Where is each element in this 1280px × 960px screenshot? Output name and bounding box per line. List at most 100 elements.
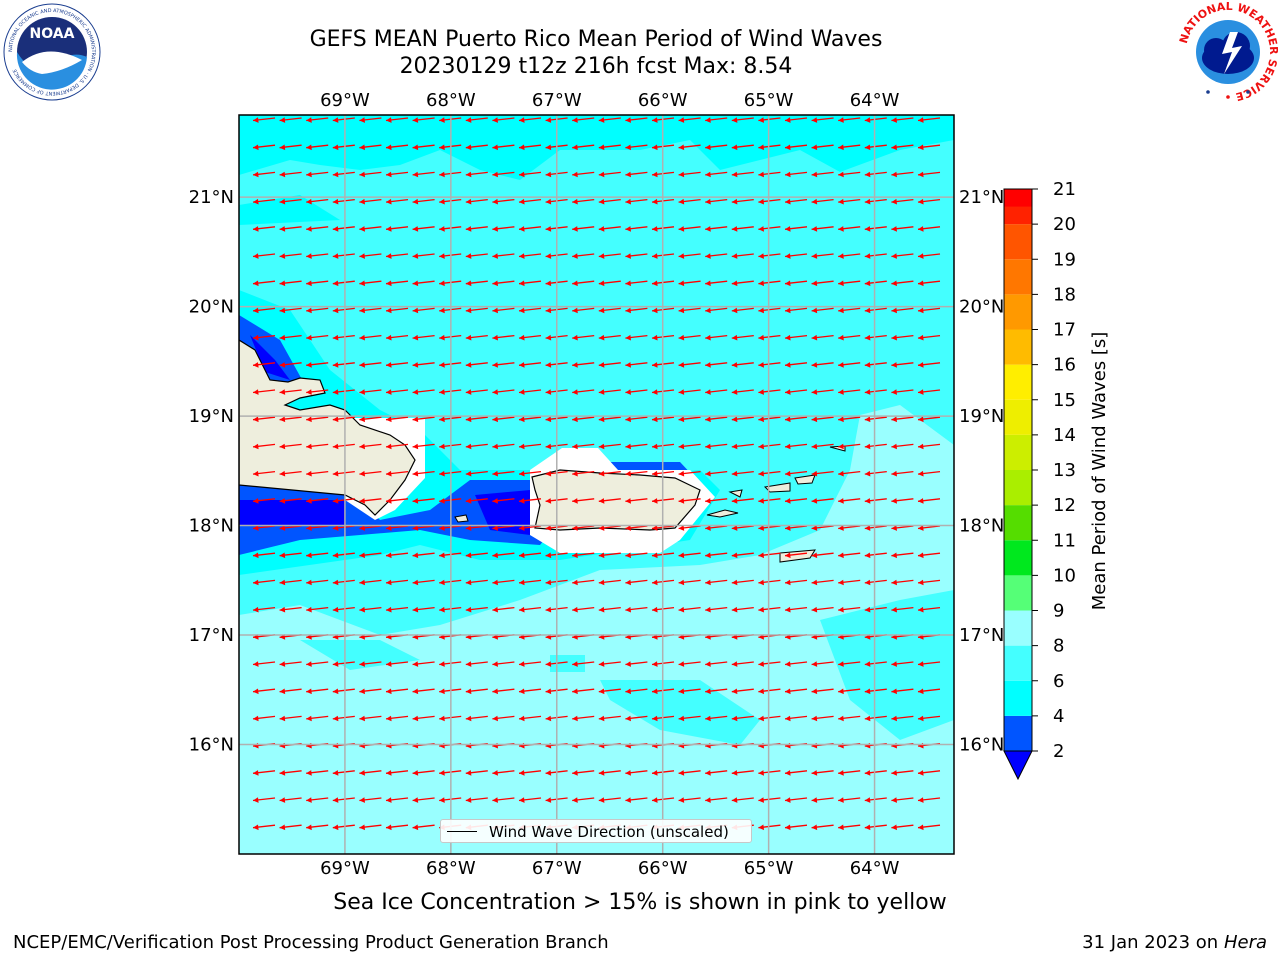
wave-direction-arrow	[518, 443, 542, 450]
wave-direction-arrow	[412, 579, 435, 586]
wave-direction-arrow	[864, 144, 887, 151]
wave-direction-arrow	[891, 715, 914, 722]
wave-direction-arrow	[332, 443, 355, 450]
wave-direction-arrow	[465, 307, 488, 314]
lat-label-left: 19°N	[189, 406, 234, 427]
wave-direction-arrow	[279, 362, 302, 368]
wave-direction-arrow	[758, 253, 781, 259]
wave-direction-arrow	[917, 824, 941, 831]
wave-direction-arrow	[891, 770, 914, 776]
wave-direction-arrow	[279, 226, 302, 232]
wave-direction-arrow	[678, 416, 701, 423]
wave-direction-arrow	[811, 525, 834, 531]
wave-direction-arrow	[625, 334, 648, 341]
wave-direction-arrow	[598, 117, 621, 123]
wave-direction-arrow	[252, 498, 276, 504]
wave-direction-arrow	[705, 443, 728, 450]
wave-direction-arrow	[252, 144, 276, 151]
wave-direction-arrow	[518, 688, 542, 695]
wave-direction-arrow	[306, 117, 329, 123]
colorbar-tick-label: 13	[1053, 460, 1076, 481]
wave-direction-arrow	[359, 661, 382, 667]
wave-direction-arrow	[465, 362, 488, 368]
wave-direction-arrow	[518, 525, 542, 531]
wave-direction-arrow	[252, 416, 276, 423]
wave-direction-arrow	[731, 171, 754, 178]
wave-direction-arrow	[838, 253, 861, 259]
wave-direction-arrow	[465, 552, 488, 559]
wave-direction-arrow	[279, 307, 302, 314]
wave-direction-arrow	[306, 606, 329, 613]
wave-direction-arrow	[917, 253, 941, 259]
land-tortola	[794, 474, 816, 485]
wave-direction-arrow	[917, 226, 941, 232]
wave-direction-arrow	[252, 470, 276, 477]
wave-direction-arrow	[572, 198, 595, 205]
wave-direction-arrow	[518, 117, 542, 123]
wave-direction-arrow	[252, 552, 276, 559]
wave-direction-arrow	[306, 824, 329, 831]
wave-direction-arrow	[917, 362, 941, 368]
wave-direction-arrow	[359, 498, 382, 504]
wave-direction-arrow	[465, 416, 488, 423]
wave-direction-arrow	[306, 470, 329, 477]
wave-direction-arrow	[492, 117, 515, 123]
wave-direction-arrow	[731, 525, 754, 531]
wave-direction-arrow	[758, 797, 781, 803]
colorbar-tick-label: 2	[1053, 741, 1064, 762]
wave-direction-arrow	[572, 334, 595, 341]
wave-direction-arrow	[412, 171, 435, 178]
wave-direction-arrow	[678, 715, 701, 722]
wave-direction-arrow	[598, 334, 621, 341]
wave-direction-arrow	[917, 144, 941, 151]
wave-direction-arrow	[811, 443, 834, 450]
lon-label-top: 68°W	[426, 90, 476, 111]
wave-direction-arrow	[332, 280, 355, 287]
wave-direction-arrow	[359, 171, 382, 178]
wave-direction-arrow	[492, 198, 515, 205]
wave-direction-arrow	[465, 253, 488, 259]
wave-direction-arrow	[385, 171, 409, 178]
wave-direction-arrow	[758, 416, 781, 423]
wave-direction-arrow	[385, 579, 409, 586]
wave-direction-arrow	[811, 470, 834, 477]
wave-direction-arrow	[465, 715, 488, 722]
wave-direction-arrow	[598, 226, 621, 232]
wave-direction-arrow	[306, 389, 329, 395]
wave-direction-arrow	[811, 797, 834, 803]
wave-direction-arrow	[572, 661, 595, 667]
wave-direction-arrow	[864, 334, 887, 341]
wave-direction-arrow	[306, 280, 329, 287]
wave-direction-arrow	[332, 253, 355, 259]
wave-direction-arrow	[332, 362, 355, 368]
wave-direction-arrow	[465, 443, 488, 450]
wave-direction-arrow	[758, 362, 781, 368]
wave-direction-arrow	[758, 579, 781, 586]
colorbar-tick-label: 4	[1053, 706, 1064, 727]
wave-direction-arrow	[385, 824, 409, 831]
wave-direction-arrow	[705, 661, 728, 667]
wave-direction-arrow	[412, 416, 435, 423]
wave-direction-arrow	[572, 797, 595, 803]
wave-direction-arrow	[891, 198, 914, 205]
wave-direction-arrow	[572, 389, 595, 395]
wave-direction-arrow	[784, 552, 808, 559]
wave-direction-arrow	[306, 443, 329, 450]
wave-direction-arrow	[518, 280, 542, 287]
wave-direction-arrow	[678, 280, 701, 287]
lat-label-left: 18°N	[189, 516, 234, 537]
axis-labels: 69°W 69°W 68°W 68°W 67°W 67°W 66°W 66°W 65°W 65°W…	[189, 90, 1005, 879]
wave-direction-arrow	[705, 389, 728, 395]
wave-direction-arrow	[572, 688, 595, 695]
colorbar-tick-label: 16	[1053, 355, 1076, 376]
wave-direction-arrow	[306, 797, 329, 803]
wave-direction-arrow	[279, 280, 302, 287]
wave-direction-arrow	[518, 334, 542, 341]
wave-direction-arrow	[758, 661, 781, 667]
wave-direction-arrow	[784, 171, 808, 178]
wave-direction-arrow	[359, 579, 382, 586]
lat-label-right: 18°N	[959, 516, 1004, 537]
wave-direction-arrow	[332, 307, 355, 314]
wave-direction-arrow	[572, 715, 595, 722]
wave-direction-arrow	[838, 117, 861, 123]
